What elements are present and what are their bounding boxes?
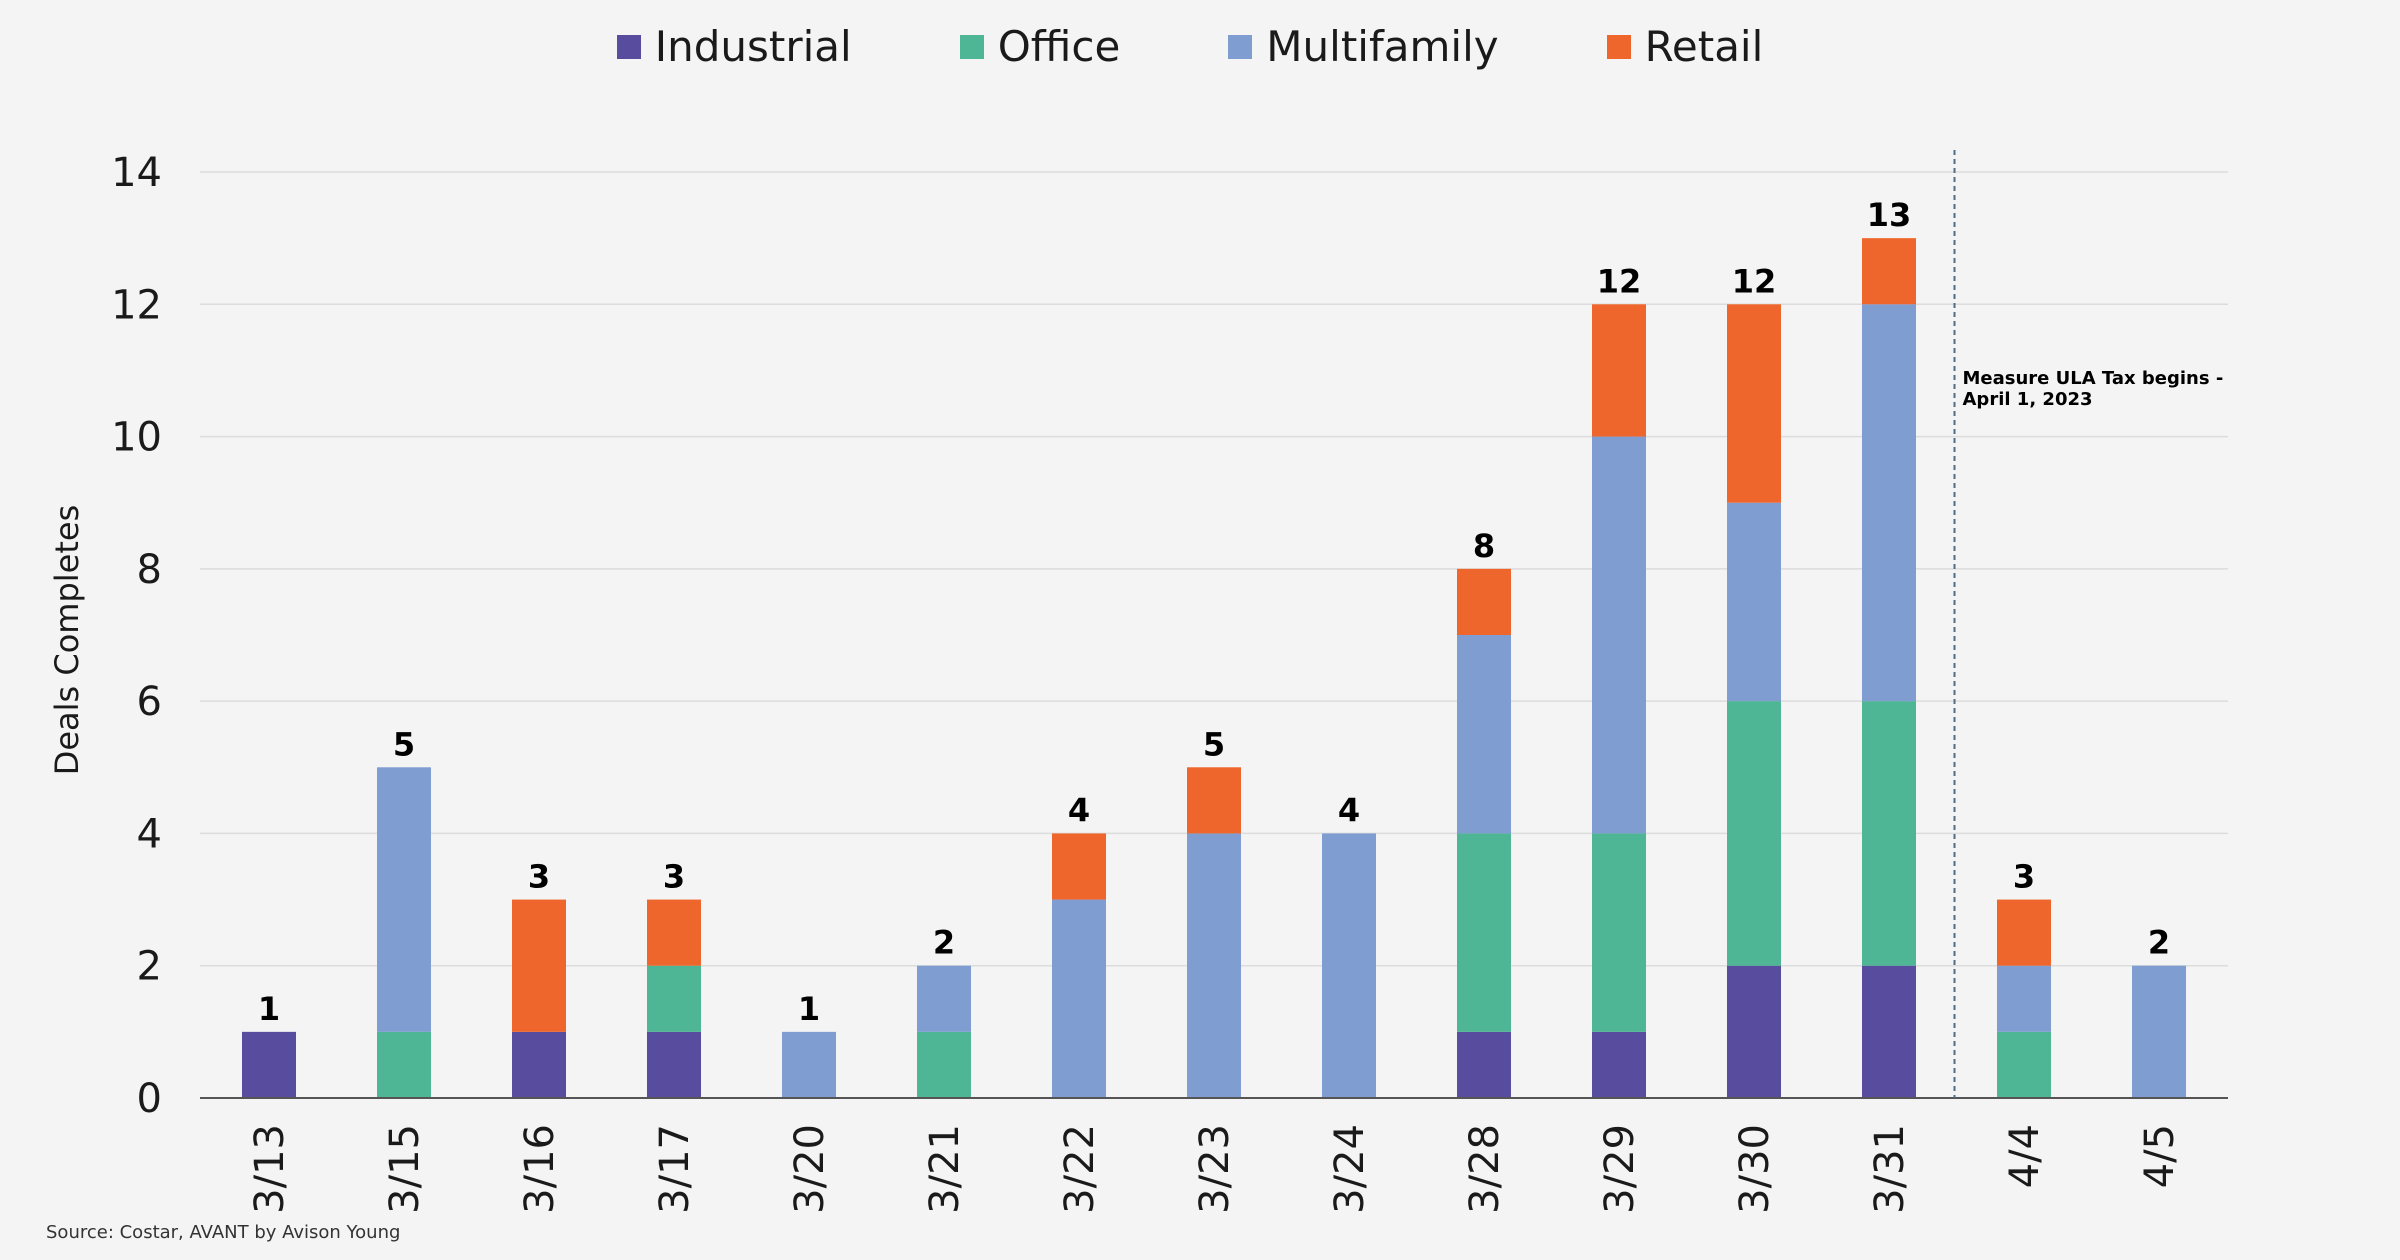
y-tick-label: 10 — [111, 415, 162, 461]
bar-segment-office — [1457, 833, 1511, 1032]
bar-segment-office — [647, 965, 701, 1032]
y-tick-label: 12 — [111, 282, 162, 328]
bar-segment-retail — [512, 899, 566, 1032]
bar-segment-multifamily — [917, 965, 971, 1032]
y-tick-label: 6 — [137, 679, 162, 725]
legend-swatch-multifamily — [1228, 34, 1253, 59]
bar-segment-retail — [647, 899, 701, 966]
x-tick-label: 3/29 — [1597, 1124, 1643, 1214]
bar-segment-office — [1862, 701, 1916, 966]
bar-total-label: 3 — [663, 858, 685, 896]
x-tick-label: 3/13 — [247, 1124, 293, 1214]
bar-segment-multifamily — [2132, 965, 2186, 1098]
x-tick-label: 3/23 — [1192, 1124, 1238, 1214]
bar-segment-multifamily — [1457, 635, 1511, 834]
bar-segment-multifamily — [782, 1031, 836, 1098]
x-tick-label: 3/20 — [787, 1124, 833, 1214]
bar-total-label: 5 — [393, 725, 415, 763]
bar-segment-multifamily — [1187, 833, 1241, 1098]
legend-item-office: Office — [959, 22, 1121, 71]
x-tick-label: 3/31 — [1867, 1124, 1913, 1214]
legend-label-office: Office — [997, 22, 1121, 71]
y-tick-label: 8 — [137, 547, 162, 593]
legend-swatch-office — [959, 34, 984, 59]
bar-segment-retail — [1862, 238, 1916, 305]
bar-segment-office — [1592, 833, 1646, 1032]
bar-segment-office — [917, 1031, 971, 1098]
bar-segment-retail — [1457, 568, 1511, 635]
x-tick-label: 3/24 — [1327, 1124, 1373, 1214]
bar-segment-office — [1997, 1031, 2051, 1098]
y-tick-label: 4 — [137, 811, 162, 857]
bar-total-label: 12 — [1597, 262, 1642, 300]
bar-segment-multifamily — [1322, 833, 1376, 1098]
bar-segment-industrial — [1592, 1031, 1646, 1098]
x-tick-label: 3/16 — [517, 1124, 563, 1214]
x-tick-label: 3/21 — [922, 1124, 968, 1214]
axes — [200, 150, 2228, 1099]
bars — [242, 238, 2186, 1098]
annotation-text: Measure ULA Tax begins - — [1963, 368, 2224, 389]
bar-segment-industrial — [1862, 965, 1916, 1098]
legend-item-multifamily: Multifamily — [1228, 22, 1499, 71]
bar-segment-retail — [1592, 304, 1646, 437]
x-tick-label: 3/28 — [1462, 1124, 1508, 1214]
bar-segment-industrial — [1727, 965, 1781, 1098]
bar-segment-industrial — [1457, 1031, 1511, 1098]
x-tick-label: 3/15 — [382, 1124, 428, 1214]
bar-segment-office — [1727, 701, 1781, 966]
bar-segment-multifamily — [1862, 304, 1916, 702]
bar-total-label: 13 — [1867, 196, 1912, 234]
x-tick-label: 3/30 — [1732, 1124, 1778, 1214]
bar-total-label: 2 — [933, 924, 955, 962]
bar-segment-multifamily — [1727, 502, 1781, 702]
bar-segment-multifamily — [1052, 899, 1106, 1098]
bar-segment-retail — [1727, 304, 1781, 503]
bar-total-label: 3 — [2013, 858, 2035, 896]
source-note: Source: Costar, AVANT by Avison Young — [46, 1222, 401, 1243]
bar-total-label: 8 — [1473, 527, 1495, 565]
y-tick-label: 2 — [137, 944, 162, 990]
x-tick-label: 4/5 — [2137, 1124, 2183, 1188]
bar-segment-office — [377, 1031, 431, 1098]
annotation-text: April 1, 2023 — [1963, 389, 2093, 410]
bar-segment-retail — [1052, 833, 1106, 900]
bar-segment-retail — [1997, 899, 2051, 966]
legend-label-retail: Retail — [1644, 22, 1764, 71]
bar-segment-multifamily — [377, 767, 431, 1032]
bar-segment-industrial — [242, 1031, 296, 1098]
x-tick-label: 3/22 — [1057, 1124, 1103, 1214]
bar-total-label: 4 — [1338, 791, 1360, 829]
bar-total-label: 4 — [1068, 791, 1090, 829]
bar-segment-industrial — [647, 1031, 701, 1098]
bar-total-label: 1 — [798, 990, 820, 1028]
bar-segment-multifamily — [1997, 965, 2051, 1032]
legend-item-retail: Retail — [1606, 22, 1764, 71]
labels: 0 2 4 6 8 10 12 14 1 3/13 5 3/15 3 3/16 3 3/17 1 3/20 2 3/2… — [48, 150, 2223, 1214]
y-tick-label: 0 — [137, 1076, 162, 1122]
y-tick-label: 14 — [111, 150, 162, 196]
legend-swatch-retail — [1606, 34, 1631, 59]
x-tick-label: 3/17 — [652, 1124, 698, 1214]
bar-total-label: 12 — [1732, 262, 1777, 300]
bar-segment-multifamily — [1592, 436, 1646, 834]
bar-total-label: 5 — [1203, 725, 1225, 763]
y-axis-title: Deals Completes — [48, 505, 86, 776]
legend-swatch-industrial — [616, 34, 641, 59]
bar-segment-industrial — [512, 1031, 566, 1098]
bar-total-label: 3 — [528, 858, 550, 896]
bar-total-label: 1 — [258, 990, 280, 1028]
x-tick-label: 4/4 — [2002, 1124, 2048, 1188]
legend-label-multifamily: Multifamily — [1266, 22, 1499, 71]
legend-item-industrial: Industrial — [616, 22, 852, 71]
bar-total-label: 2 — [2148, 924, 2170, 962]
bar-segment-retail — [1187, 767, 1241, 834]
legend: Industrial Office Multifamily Retail — [0, 22, 2390, 71]
legend-label-industrial: Industrial — [654, 22, 852, 71]
